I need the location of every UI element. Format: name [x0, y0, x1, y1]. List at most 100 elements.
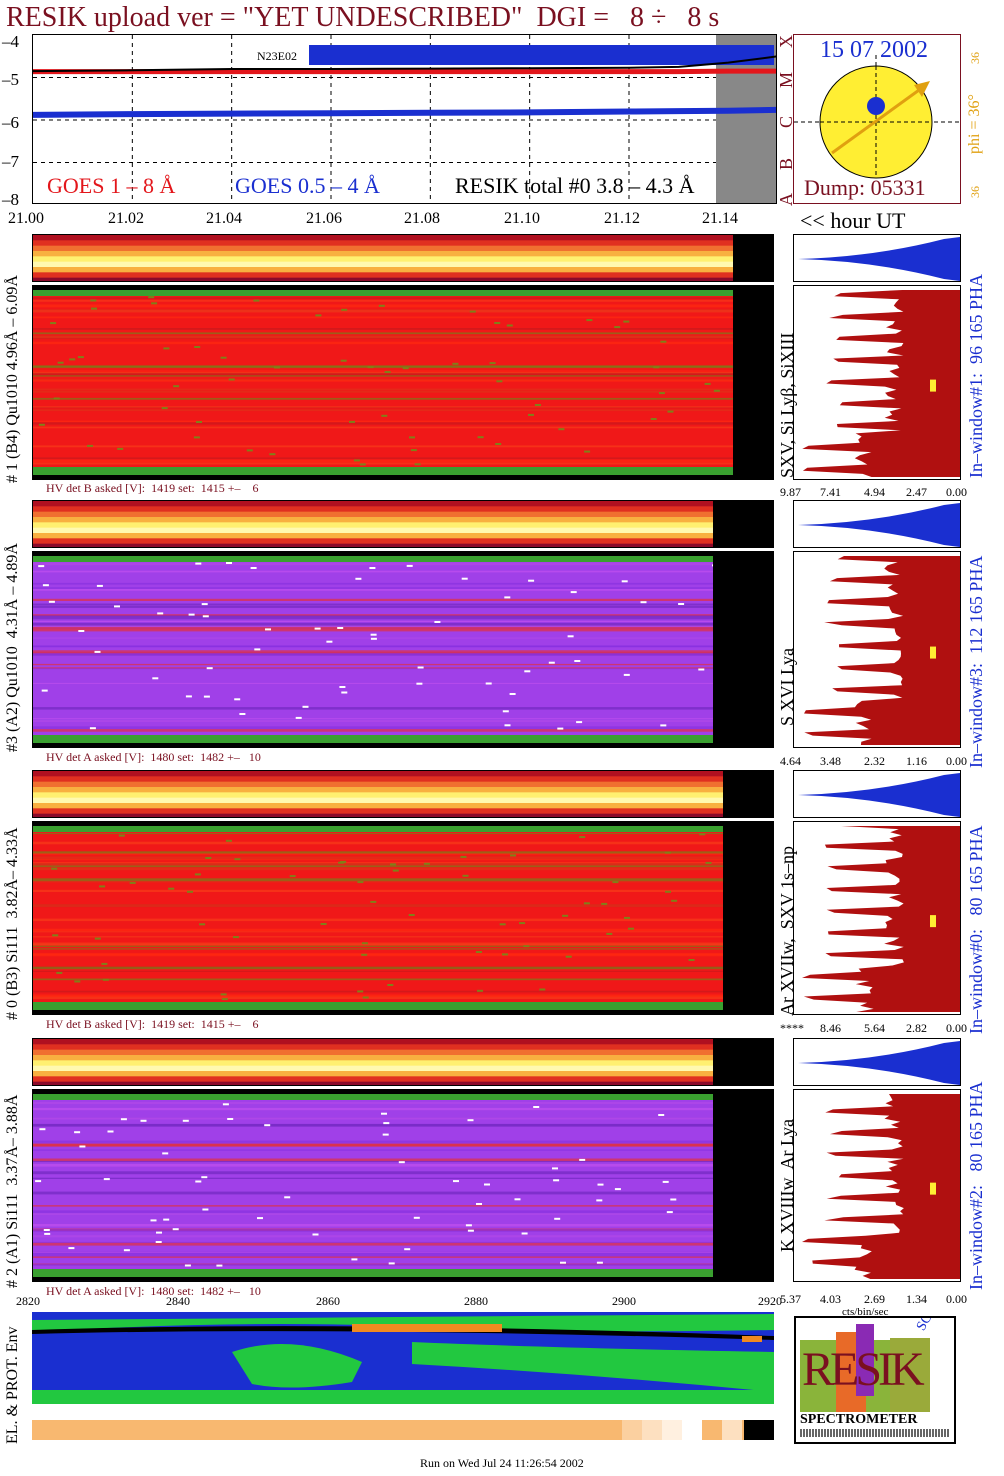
- spectrogram-row: [33, 598, 713, 601]
- spectrogram-speck: [495, 443, 502, 445]
- strip-band: [33, 1039, 713, 1046]
- spectrogram-speck: [273, 366, 280, 369]
- spectrogram-speck: [239, 713, 246, 715]
- spectrogram-speck: [502, 953, 508, 956]
- spectrogram-edge: [33, 290, 733, 296]
- spectrogram-row: [33, 668, 713, 670]
- spectrogram-speck: [35, 1180, 42, 1183]
- spectrogram-speck: [57, 361, 64, 364]
- spectrogram-speck: [596, 1199, 603, 1202]
- spectrogram-speck: [226, 562, 232, 564]
- spectrogram-speck: [484, 1183, 490, 1186]
- spectrogram-speck: [173, 385, 180, 388]
- spectrogram-speck: [402, 367, 409, 370]
- strip-band: [33, 1081, 713, 1085]
- spectrogram-row: [33, 328, 733, 330]
- strip-band: [33, 501, 713, 508]
- spectrogram-speck: [660, 340, 667, 343]
- spectrogram-speck: [161, 407, 168, 410]
- strip-band: [33, 1049, 713, 1056]
- data-point: [330, 71, 332, 73]
- spectrogram-row: [33, 1242, 713, 1246]
- logo-art: [800, 1324, 930, 1412]
- flare-class-axis: X M C B A: [776, 30, 796, 208]
- time-unit-label: << hour UT: [800, 208, 906, 233]
- spectrogram-speck: [103, 1178, 110, 1181]
- spectrogram-speck: [337, 627, 344, 629]
- spectrogram-row: [33, 966, 723, 970]
- spectrogram: [32, 821, 774, 1015]
- spectrogram-speck: [453, 1180, 459, 1183]
- spectrogram-speck: [653, 366, 660, 369]
- goes-chart-svg: [33, 35, 776, 203]
- spectrogram-row: [33, 620, 713, 623]
- channel-label-2: #3 (A2) Qu1010 4.31Å – 4.89Å: [4, 543, 21, 752]
- time-tick: 21.08: [404, 210, 440, 227]
- spectrogram-speck: [496, 380, 503, 383]
- spectrogram-speck: [658, 392, 665, 395]
- spectrogram-row: [33, 1158, 713, 1162]
- spectrogram-speck: [253, 299, 260, 302]
- spectrogram-speck: [341, 308, 348, 311]
- spectrogram-speck: [250, 567, 257, 569]
- spectrogram-speck: [560, 1261, 566, 1264]
- channel-label-4: # 2 (A1) Si111 3.37Å– 3.88Å: [4, 1094, 21, 1288]
- spectrogram-speck: [101, 962, 108, 965]
- spectrogram-speck: [409, 436, 415, 439]
- spectrogram-speck: [233, 936, 239, 939]
- y-tick: –7: [2, 152, 19, 171]
- sun-panel: 15 07 2002 Dump: 05331: [793, 34, 961, 204]
- spectrogram-speck: [41, 689, 48, 692]
- spectrogram-row: [33, 587, 713, 589]
- pha-svg: [798, 773, 960, 817]
- spectrogram-speck: [357, 881, 364, 884]
- spectrogram-row: [33, 409, 733, 412]
- spectrogram-row: [33, 1213, 713, 1215]
- spectrogram-row: [33, 718, 713, 720]
- spectrogram-row: [33, 1229, 713, 1232]
- spectrogram-row: [33, 1256, 713, 1258]
- spectrogram-speck: [184, 1264, 191, 1267]
- strip-gap: [723, 771, 773, 817]
- spectrogram-speck: [660, 724, 667, 727]
- spectrogram-speck: [114, 605, 120, 608]
- pha-svg: [798, 1041, 960, 1085]
- spectrogram-speck: [384, 371, 391, 373]
- spectrogram-speck: [349, 420, 355, 423]
- pha-svg: [798, 503, 960, 547]
- spectrogram-speck: [528, 579, 535, 582]
- spectrogram-row: [33, 397, 733, 400]
- lightcurve-strip-svg: [33, 501, 773, 547]
- spectrogram-speck: [671, 899, 678, 902]
- spectrum-profile: [793, 551, 961, 748]
- tick: 4.94: [864, 485, 885, 499]
- tick: 2.47: [906, 485, 927, 499]
- data-point: [727, 70, 729, 72]
- strip-band: [33, 517, 713, 524]
- resik-band: [309, 45, 774, 65]
- y-tick: –6: [2, 113, 19, 132]
- tick: 2.69: [864, 1292, 885, 1306]
- spectrogram-speck: [362, 996, 369, 999]
- strip-band: [33, 245, 733, 252]
- spectrogram-row: [33, 945, 723, 947]
- spectrogram-row: [33, 1124, 713, 1127]
- env-bar-seg: [702, 1420, 722, 1440]
- spectrogram-speck: [408, 914, 415, 916]
- strip-band: [33, 522, 713, 529]
- hv-label-4: HV det A asked [V]: 1480 set: 1482 +– 10: [46, 1284, 261, 1298]
- data-point: [727, 62, 729, 64]
- spectrogram-row: [33, 341, 733, 345]
- spectrogram-speck: [353, 459, 360, 462]
- spectrogram-speck: [120, 1118, 127, 1121]
- strip-band: [33, 1076, 713, 1083]
- spectrogram-speck: [369, 567, 376, 569]
- spectrogram-speck: [416, 682, 423, 685]
- spectrogram-row: [33, 729, 713, 732]
- spectrogram-speck: [370, 633, 377, 636]
- spectrogram-speck: [94, 937, 101, 940]
- window-marker: [930, 379, 936, 392]
- spectrogram-speck: [370, 637, 377, 640]
- data-point: [33, 70, 34, 72]
- spectrogram-row: [33, 652, 713, 656]
